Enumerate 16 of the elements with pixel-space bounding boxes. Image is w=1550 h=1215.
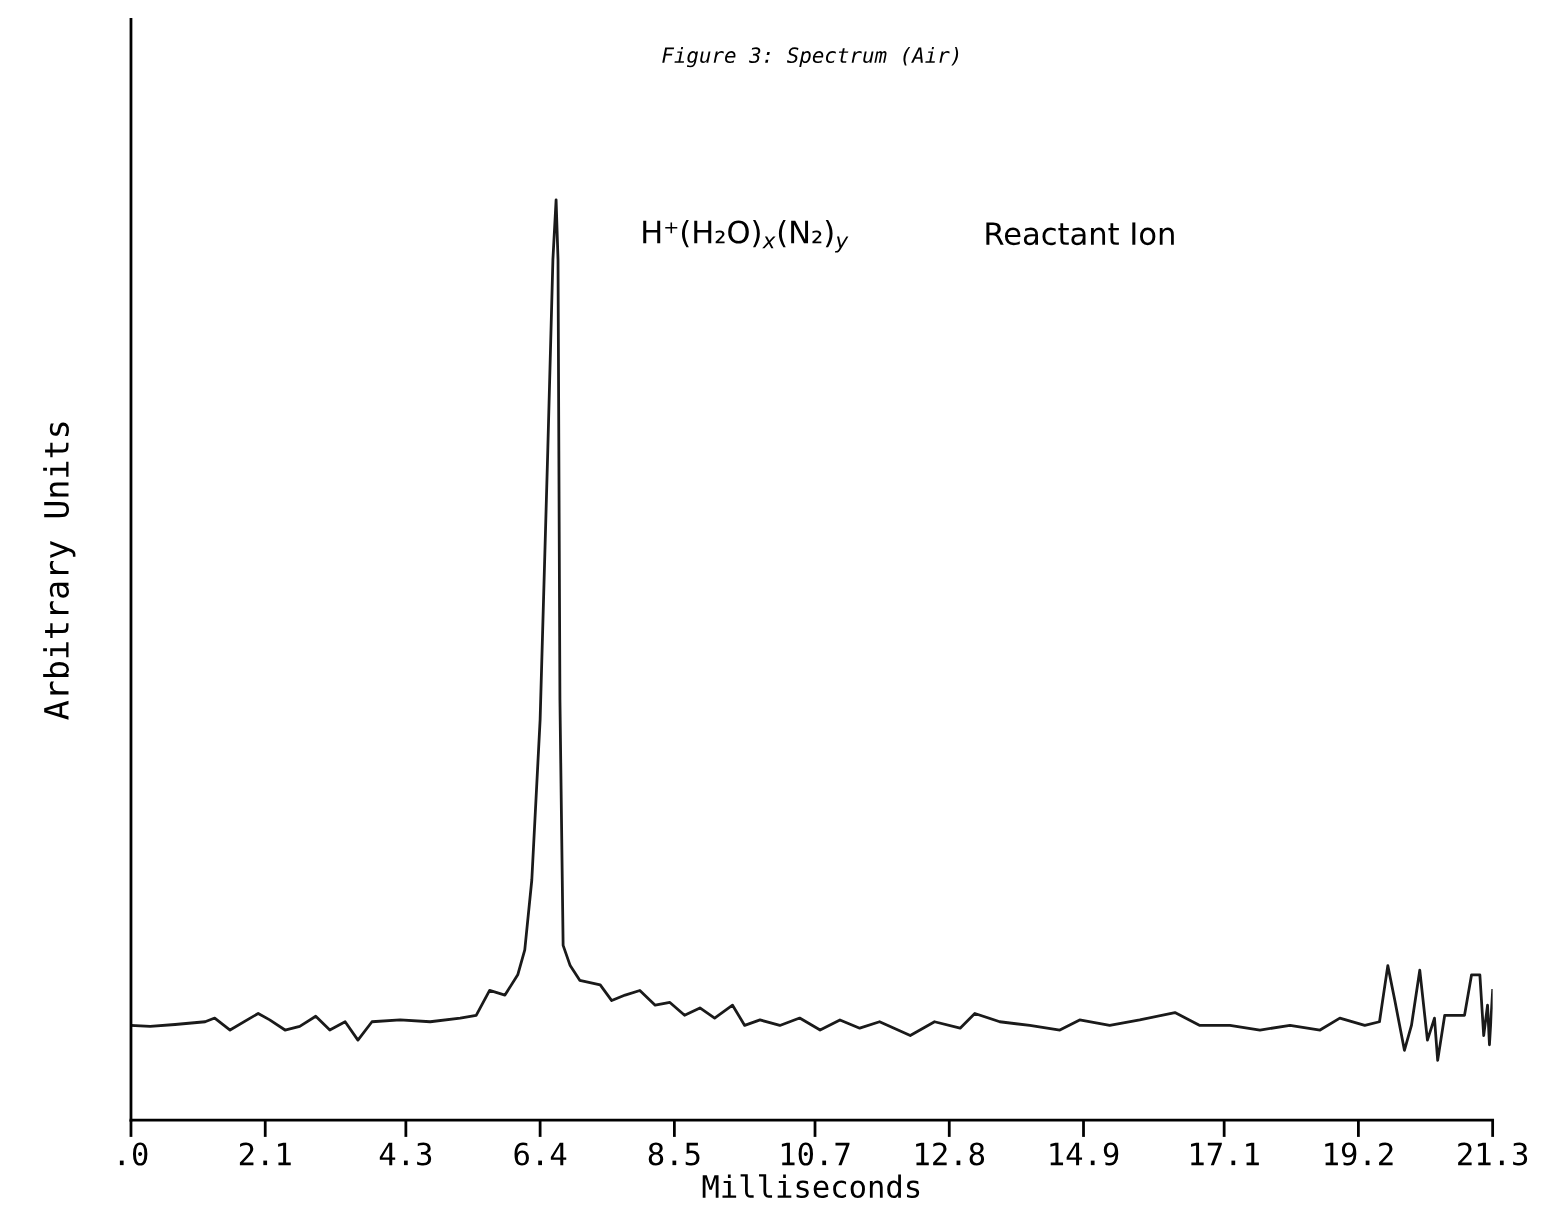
x-tick-label: 4.3	[379, 1142, 432, 1166]
x-tick-label: 21.3	[1458, 1142, 1528, 1166]
x-tick-label: 2.1	[239, 1142, 291, 1166]
chart-title: Figure 3: Spectrum (Air)	[662, 46, 959, 68]
x-tick-label: 12.8	[916, 1142, 985, 1166]
y-axis-title: Arbitrary Units	[43, 422, 76, 720]
x-axis-title: Milliseconds	[702, 1174, 920, 1199]
x-tick-label: 14.9	[1050, 1142, 1119, 1166]
x-tick-label: .0	[119, 1142, 148, 1166]
annotation: H⁺(H₂O)$_{x}$(N₂)$_{y}$	[643, 219, 849, 253]
annotation: Reactant Ion	[986, 222, 1174, 246]
x-tick-label: 19.2	[1325, 1142, 1393, 1166]
x-tick-label: 8.5	[648, 1142, 700, 1166]
x-tick-label: 10.7	[781, 1142, 850, 1166]
x-tick-label: 17.1	[1191, 1142, 1259, 1166]
x-tick-label: 6.4	[514, 1142, 567, 1166]
